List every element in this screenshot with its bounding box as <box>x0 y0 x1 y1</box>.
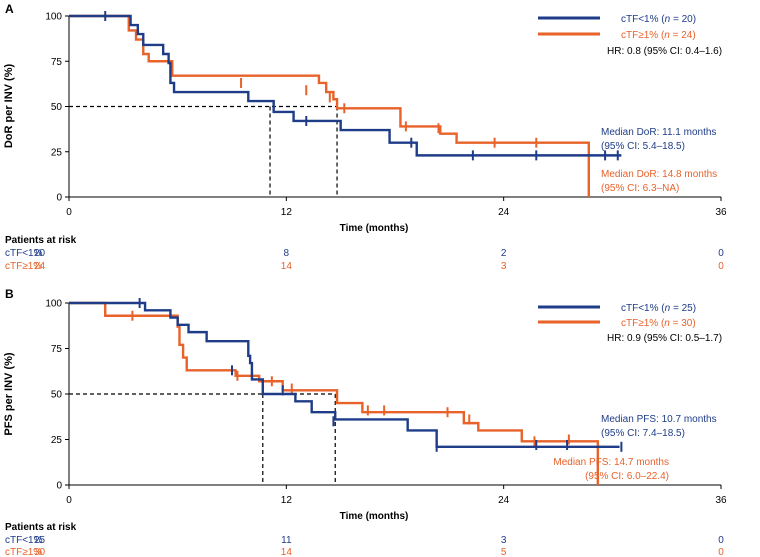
risk-value-high-12-a: 14 <box>281 261 293 272</box>
risk-value-low-12-b: 11 <box>281 535 292 546</box>
risk-values-b: 25 11 3 030 14 5 0 <box>34 535 724 557</box>
risk-value-low-0-a: 20 <box>34 248 46 259</box>
median-label-low-a: Median DoR: 11.1 months <box>601 127 716 138</box>
km-curve-low-b <box>69 301 620 448</box>
y-tick-label-0-a: 0 <box>56 193 62 204</box>
x-tick-label-36-b: 36 <box>715 495 727 506</box>
risk-label-low-b: cTF<1% <box>5 535 43 546</box>
risk-table-title-b: Patients at risk <box>5 522 77 533</box>
median-ci-low-a: (95% CI: 5.4–18.5) <box>601 141 685 152</box>
x-tick-label-0-b: 0 <box>66 495 72 506</box>
km-curve-high-b <box>69 301 600 485</box>
x-tick-label-24-a: 24 <box>498 207 510 218</box>
risk-value-low-12-a: 8 <box>284 248 290 259</box>
y-tick-label-75-a: 75 <box>51 57 63 68</box>
legend-label-high-b: cTF≥1% (n = 30) <box>621 318 696 329</box>
y-tick-label-0-b: 0 <box>56 481 62 492</box>
x-tick-label-24-b: 24 <box>498 495 510 506</box>
y-tick-label-50-a: 50 <box>51 102 63 113</box>
km-curves-b <box>69 298 623 485</box>
axis-ticks-b: 0 12 24 36 0 25 50 75 100 <box>45 299 727 507</box>
risk-value-high-12-b: 14 <box>281 547 293 557</box>
median-label-high-a: Median DoR: 14.8 months <box>601 169 717 180</box>
x-axis-label-b: Time (months) <box>340 511 409 522</box>
risk-value-high-36-b: 0 <box>718 547 724 557</box>
y-axis-label-a: DoR per INV (%) <box>3 63 15 148</box>
y-tick-label-100-a: 100 <box>45 12 62 23</box>
y-tick-label-25-b: 25 <box>51 435 63 446</box>
axis-ticks-a: 0 12 24 36 0 25 50 75 100 <box>45 12 727 219</box>
panel-a: A DoR per INV (%) 0 12 24 36 0 25 50 75 100 Time… <box>3 2 727 272</box>
risk-label-high-a: cTF≥1% <box>5 261 42 272</box>
y-axis-label-b: PFS per INV (%) <box>3 352 15 435</box>
y-tick-label-25-a: 25 <box>51 147 63 158</box>
risk-value-high-36-a: 0 <box>718 261 724 272</box>
risk-value-high-0-a: 24 <box>34 261 46 272</box>
median-ci-low-b: (95% CI: 7.4–18.5) <box>601 428 685 439</box>
risk-value-low-36-a: 0 <box>718 248 724 259</box>
risk-value-high-24-a: 3 <box>501 261 507 272</box>
km-curves-a <box>69 11 622 197</box>
hazard-ratio-a: HR: 0.8 (95% CI: 0.4–1.6) <box>607 46 722 57</box>
risk-value-low-36-b: 0 <box>718 535 724 546</box>
risk-value-high-24-b: 5 <box>501 547 507 557</box>
panel-label-a: A <box>5 2 14 16</box>
y-tick-label-50-b: 50 <box>51 390 63 401</box>
risk-values-a: 20 8 2 024 14 3 0 <box>34 248 724 272</box>
risk-label-high-b: cTF≥1% <box>5 547 42 557</box>
km-curve-low-a <box>69 14 622 157</box>
x-tick-label-0-a: 0 <box>66 207 72 218</box>
legend-label-high-a: cTF≥1% (n = 24) <box>621 30 696 41</box>
risk-label-low-a: cTF<1% <box>5 248 43 259</box>
median-label-low-b: Median PFS: 10.7 months <box>601 414 717 425</box>
median-lines-b <box>69 393 336 485</box>
panel-label-b: B <box>5 287 14 301</box>
x-axis-label-a: Time (months) <box>340 223 409 234</box>
legend-label-low-a: cTF<1% (n = 20) <box>621 14 696 25</box>
x-tick-label-12-a: 12 <box>281 207 293 218</box>
x-tick-label-12-b: 12 <box>281 495 293 506</box>
y-tick-label-75-b: 75 <box>51 344 63 355</box>
median-ci-high-b: (95% CI: 6.0–22.4) <box>585 471 669 482</box>
median-ci-high-a: (95% CI: 6.3–NA) <box>601 183 679 194</box>
risk-value-low-0-b: 25 <box>34 535 46 546</box>
x-tick-label-36-a: 36 <box>715 207 727 218</box>
risk-value-low-24-b: 3 <box>501 535 507 546</box>
risk-value-high-0-b: 30 <box>34 547 46 557</box>
risk-table-title-a: Patients at risk <box>5 235 77 246</box>
legend-label-low-b: cTF<1% (n = 25) <box>621 303 696 314</box>
median-label-high-b: Median PFS: 14.7 months <box>553 457 669 468</box>
y-tick-label-100-b: 100 <box>45 299 62 310</box>
hazard-ratio-b: HR: 0.9 (95% CI: 0.5–1.7) <box>607 333 722 344</box>
risk-value-low-24-a: 2 <box>501 248 507 259</box>
